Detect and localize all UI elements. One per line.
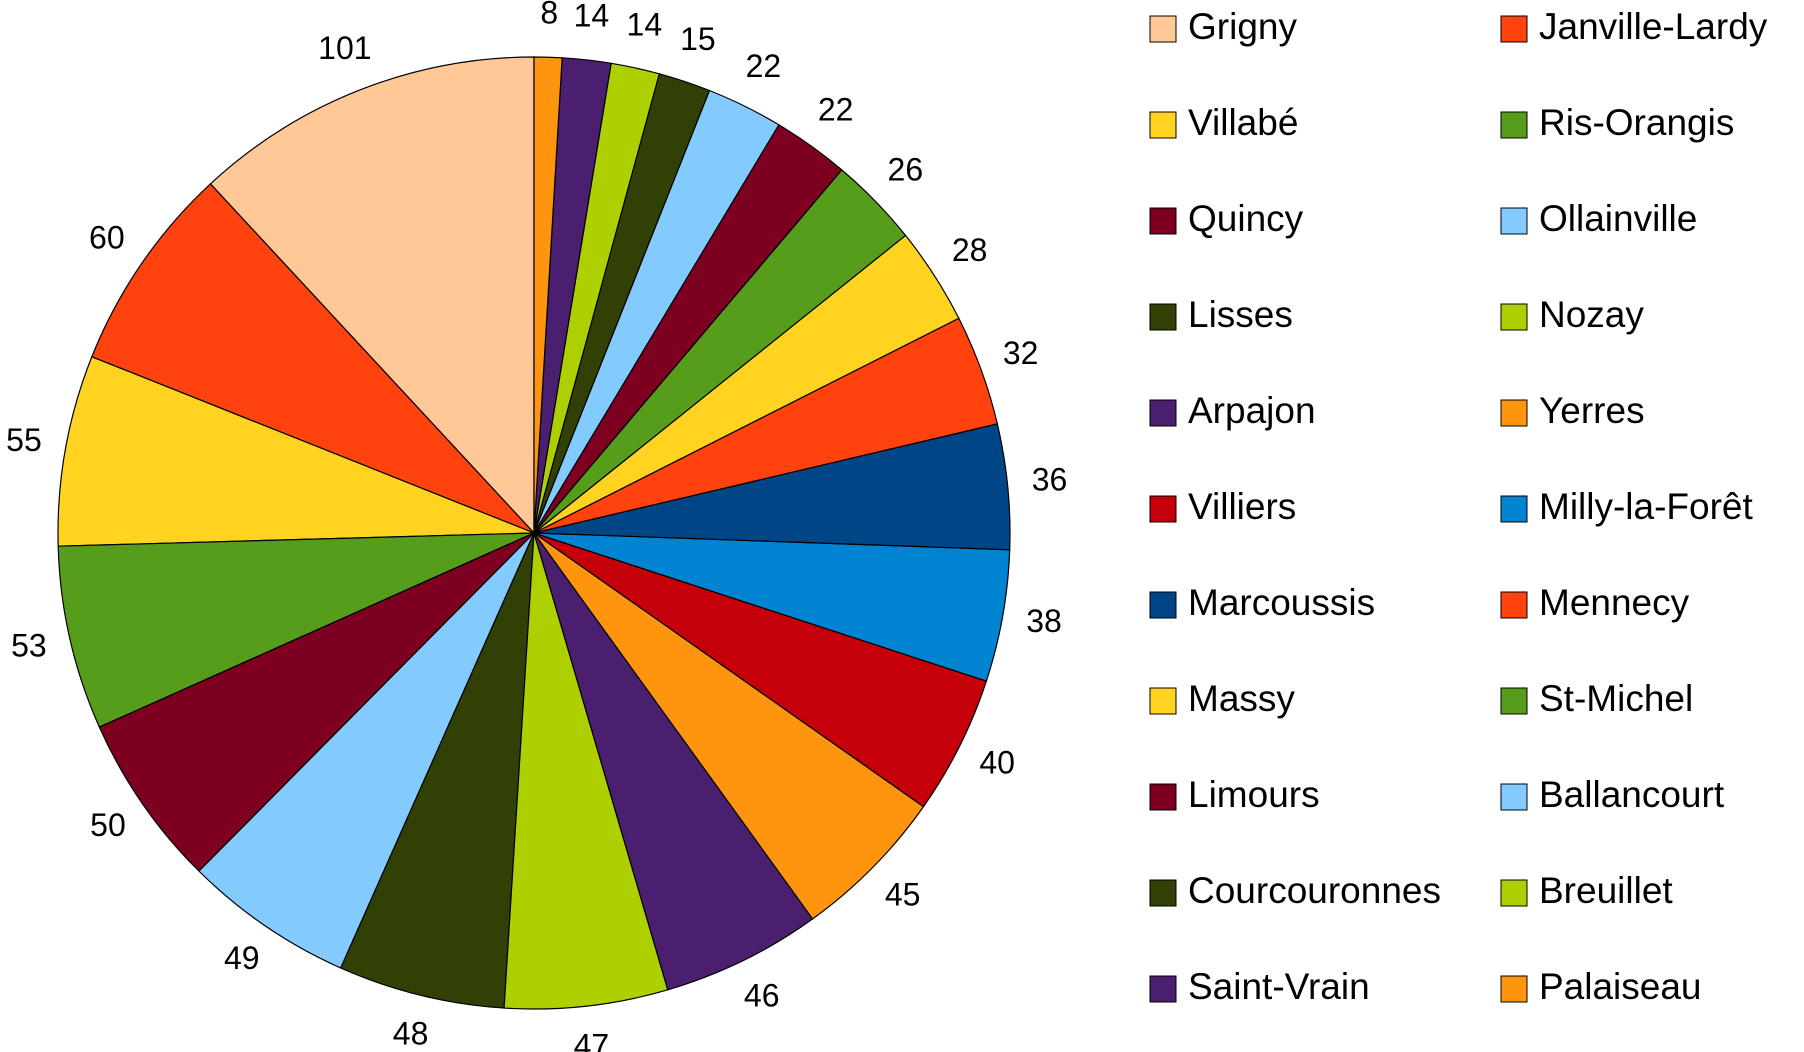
- pie-slice: [533, 56, 563, 534]
- data-label: 60: [89, 219, 125, 255]
- pie-slice: [57, 355, 535, 547]
- legend-label: Milly-la-Forêt: [1539, 486, 1754, 527]
- legend-swatch: [1149, 111, 1177, 139]
- legend-swatch: [1500, 303, 1528, 331]
- data-label: 53: [11, 627, 47, 663]
- legend-swatch: [1500, 879, 1528, 907]
- data-label: 50: [90, 807, 126, 843]
- pie-slice: [209, 56, 535, 535]
- data-label: 28: [952, 232, 988, 268]
- legend-swatch: [1149, 399, 1177, 427]
- legend-swatch: [1149, 15, 1177, 43]
- pie-slice: [57, 532, 535, 728]
- data-label: 14: [574, 0, 610, 34]
- legend-swatch: [1149, 783, 1177, 811]
- data-label: 8: [540, 0, 558, 31]
- data-label: 36: [1032, 462, 1068, 498]
- legend-swatch: [1500, 207, 1528, 235]
- legend-swatch: [1500, 783, 1528, 811]
- legend-label: Limours: [1188, 774, 1320, 815]
- legend-label: Ollainville: [1539, 198, 1697, 239]
- legend-label: Arpajon: [1188, 390, 1316, 431]
- data-label: 47: [574, 1027, 610, 1052]
- legend-swatch: [1500, 399, 1528, 427]
- pie-slice: [503, 532, 669, 1010]
- data-label: 101: [318, 30, 371, 66]
- legend-swatch: [1149, 591, 1177, 619]
- legend-swatch: [1500, 111, 1528, 139]
- legend-swatch: [1149, 687, 1177, 715]
- legend-swatch: [1500, 975, 1528, 1003]
- data-label: 22: [746, 48, 782, 84]
- legend-swatch: [1149, 207, 1177, 235]
- data-label: 49: [224, 940, 260, 976]
- legend-label: Marcoussis: [1188, 582, 1375, 623]
- pie-slice: [98, 532, 535, 872]
- data-label: 14: [627, 6, 663, 42]
- data-label: 48: [393, 1016, 429, 1052]
- legend-label: Grigny: [1188, 6, 1297, 47]
- legend-label: St-Michel: [1539, 678, 1693, 719]
- legend-label: Palaiseau: [1539, 966, 1702, 1007]
- data-label: 26: [888, 151, 924, 187]
- data-label: 40: [979, 744, 1015, 780]
- legend-label: Villabé: [1188, 102, 1298, 143]
- data-label: 15: [680, 21, 716, 57]
- legend-label: Quincy: [1188, 198, 1304, 239]
- legend-swatch: [1500, 15, 1528, 43]
- legend-label: Mennecy: [1539, 582, 1690, 623]
- legend-label: Nozay: [1539, 294, 1644, 335]
- pie-slice: [91, 183, 535, 534]
- legend-label: Janville-Lardy: [1539, 6, 1768, 47]
- data-label: 45: [885, 876, 921, 912]
- legend-label: Massy: [1188, 678, 1295, 719]
- data-label: 55: [6, 422, 42, 458]
- legend-swatch: [1500, 495, 1528, 523]
- data-label: 38: [1026, 603, 1062, 639]
- legend-swatch: [1149, 879, 1177, 907]
- legend-label: Breuillet: [1539, 870, 1673, 911]
- pie-slice: [533, 532, 814, 991]
- legend-label: Lisses: [1188, 294, 1293, 335]
- legend-swatch: [1149, 303, 1177, 331]
- legend-label: Yerres: [1539, 390, 1645, 431]
- legend-swatch: [1149, 495, 1177, 523]
- legend-label: Villiers: [1188, 486, 1296, 527]
- legend-swatch: [1149, 975, 1177, 1003]
- pie-slice: [339, 532, 535, 1009]
- pie-slice: [533, 532, 925, 920]
- pie-slice: [198, 532, 535, 969]
- data-label: 22: [818, 91, 854, 127]
- legend-label: Ris-Orangis: [1539, 102, 1734, 143]
- legend-label: Ballancourt: [1539, 774, 1725, 815]
- legend-label: Saint-Vrain: [1188, 966, 1370, 1007]
- legend-swatch: [1500, 687, 1528, 715]
- legend-swatch: [1500, 591, 1528, 619]
- legend-label: Courcouronnes: [1188, 870, 1441, 911]
- data-label: 32: [1003, 335, 1039, 371]
- data-label: 46: [744, 978, 780, 1014]
